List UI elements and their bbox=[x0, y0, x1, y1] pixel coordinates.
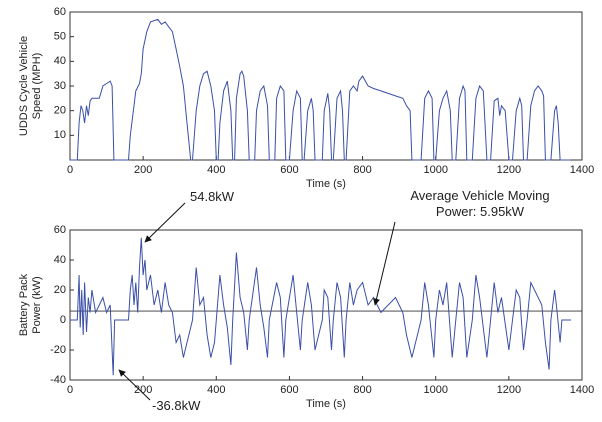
annotation-arrow bbox=[144, 202, 186, 243]
y-axis-label-line: Speed (MPH) bbox=[31, 53, 43, 120]
x-axis-label: Time (s) bbox=[306, 398, 346, 410]
data-line bbox=[70, 237, 571, 376]
data-line bbox=[70, 18, 571, 161]
y-tick-label: 40 bbox=[54, 55, 66, 67]
y-tick-label: 40 bbox=[54, 254, 66, 266]
x-tick-label: 1200 bbox=[497, 384, 521, 396]
annotation-line: 54.8kW bbox=[190, 189, 235, 204]
annotation-line: Average Vehicle Moving bbox=[410, 188, 549, 203]
y-axis-label: UDDS Cycle VehicleSpeed (MPH) bbox=[18, 36, 43, 136]
y-tick-label: 0 bbox=[60, 314, 66, 326]
x-tick-label: 1000 bbox=[423, 384, 447, 396]
annotation: Average Vehicle Moving Power: 5.95kW bbox=[410, 188, 549, 219]
x-tick-label: 400 bbox=[207, 384, 225, 396]
x-tick-label: 400 bbox=[207, 164, 225, 176]
y-tick-label: 60 bbox=[54, 224, 66, 236]
y-tick-label: 30 bbox=[54, 80, 66, 92]
annotation: -36.8kW bbox=[152, 398, 201, 413]
x-tick-label: 800 bbox=[353, 164, 371, 176]
y-tick-label: 20 bbox=[54, 105, 66, 117]
y-tick-label: -40 bbox=[50, 374, 66, 386]
x-tick-label: 600 bbox=[280, 164, 298, 176]
plot-frame bbox=[69, 229, 583, 381]
annotation-arrow bbox=[373, 221, 396, 306]
y-axis-label-line: UDDS Cycle Vehicle bbox=[18, 36, 30, 136]
x-tick-label: 200 bbox=[134, 384, 152, 396]
y-axis-label-line: Power (kW) bbox=[31, 276, 43, 333]
y-tick-label: -20 bbox=[50, 344, 66, 356]
plot-frame bbox=[69, 11, 583, 161]
annotation-arrow bbox=[118, 369, 151, 401]
y-axis-label: Battery PackPower (kW) bbox=[18, 273, 43, 336]
x-tick-label: 800 bbox=[353, 384, 371, 396]
x-tick-label: 600 bbox=[280, 384, 298, 396]
x-tick-label: 1400 bbox=[570, 164, 594, 176]
x-tick-label: 1000 bbox=[423, 164, 447, 176]
y-axis-label-line: Battery Pack bbox=[18, 273, 30, 336]
annotation-line: Power: 5.95kW bbox=[436, 204, 525, 219]
x-tick-label: 0 bbox=[67, 384, 73, 396]
x-tick-label: 0 bbox=[67, 164, 73, 176]
x-tick-label: 1200 bbox=[497, 164, 521, 176]
y-tick-label: 50 bbox=[54, 31, 66, 43]
x-axis-label: Time (s) bbox=[306, 178, 346, 190]
y-tick-label: 10 bbox=[54, 129, 66, 141]
annotation-line: -36.8kW bbox=[152, 398, 201, 413]
y-tick-label: 20 bbox=[54, 284, 66, 296]
x-tick-label: 200 bbox=[134, 164, 152, 176]
x-tick-label: 1400 bbox=[570, 384, 594, 396]
annotation: 54.8kW bbox=[190, 189, 235, 204]
y-tick-label: 60 bbox=[54, 6, 66, 18]
